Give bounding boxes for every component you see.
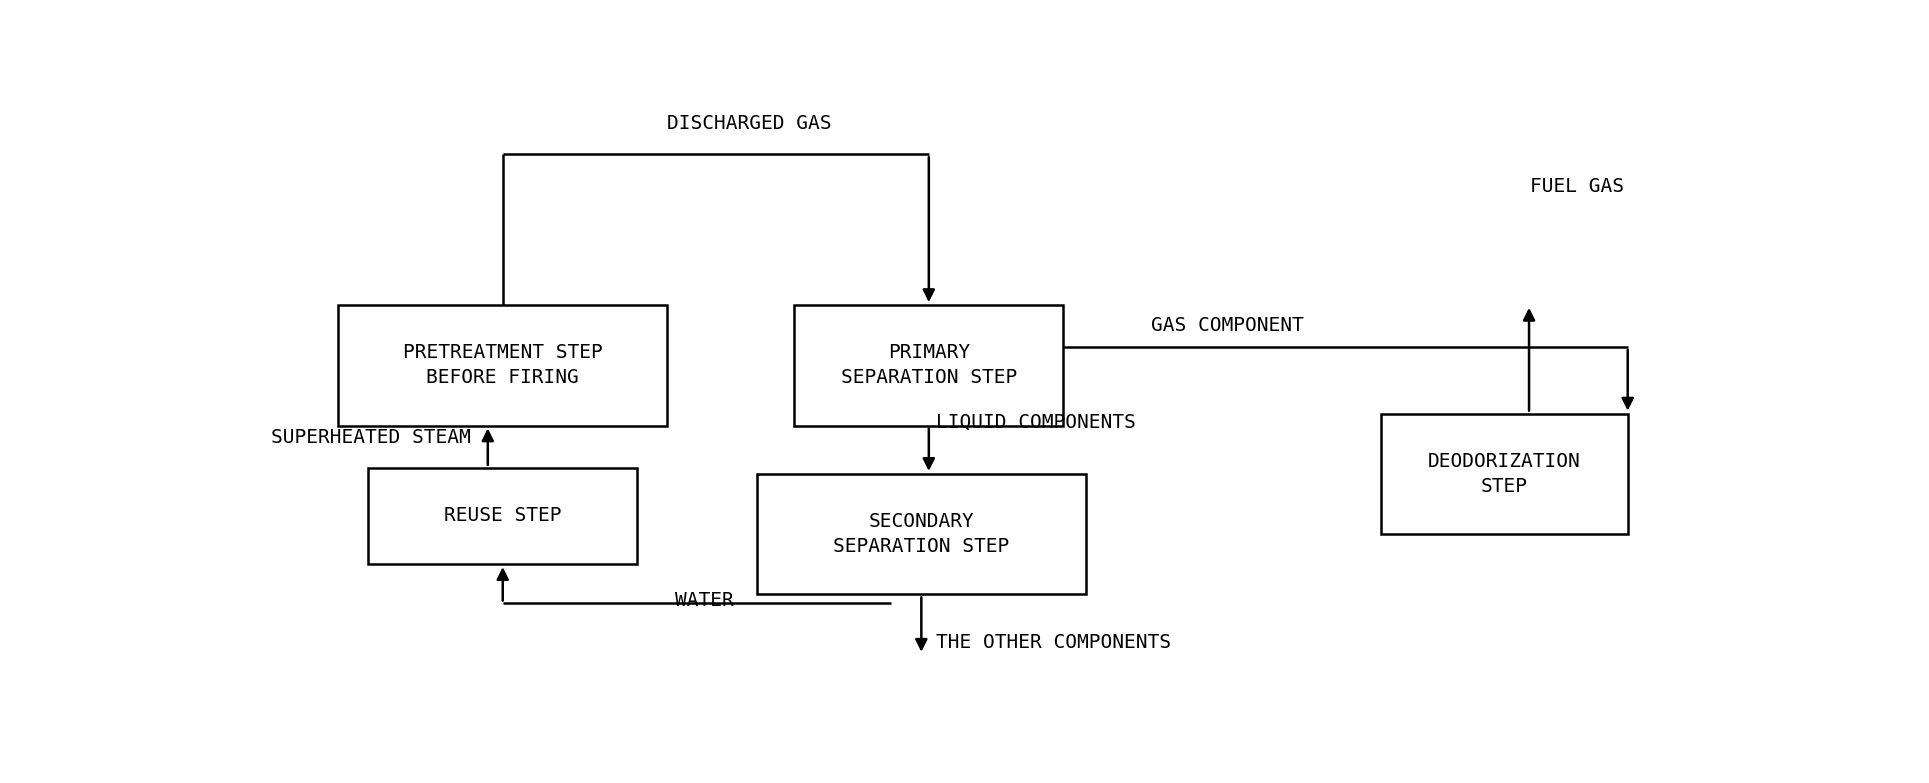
Text: SECONDARY
SEPARATION STEP: SECONDARY SEPARATION STEP <box>833 512 1009 556</box>
Text: DISCHARGED GAS: DISCHARGED GAS <box>667 114 831 133</box>
Bar <box>795 305 1063 426</box>
Text: LIQUID COMPONENTS: LIQUID COMPONENTS <box>936 413 1136 432</box>
Text: REUSE STEP: REUSE STEP <box>444 507 561 525</box>
Text: PRIMARY
SEPARATION STEP: PRIMARY SEPARATION STEP <box>841 343 1017 388</box>
Bar <box>338 305 667 426</box>
Text: DEODORIZATION
STEP: DEODORIZATION STEP <box>1427 452 1580 496</box>
Text: GAS COMPONENT: GAS COMPONENT <box>1152 316 1304 335</box>
Text: SUPERHEATED STEAM: SUPERHEATED STEAM <box>270 428 471 447</box>
Text: PRETREATMENT STEP
BEFORE FIRING: PRETREATMENT STEP BEFORE FIRING <box>403 343 602 388</box>
Text: WATER: WATER <box>675 591 733 611</box>
Text: FUEL GAS: FUEL GAS <box>1530 178 1624 197</box>
Text: THE OTHER COMPONENTS: THE OTHER COMPONENTS <box>936 633 1171 652</box>
Bar <box>368 467 637 565</box>
Bar <box>756 474 1086 594</box>
Bar <box>1381 413 1628 534</box>
